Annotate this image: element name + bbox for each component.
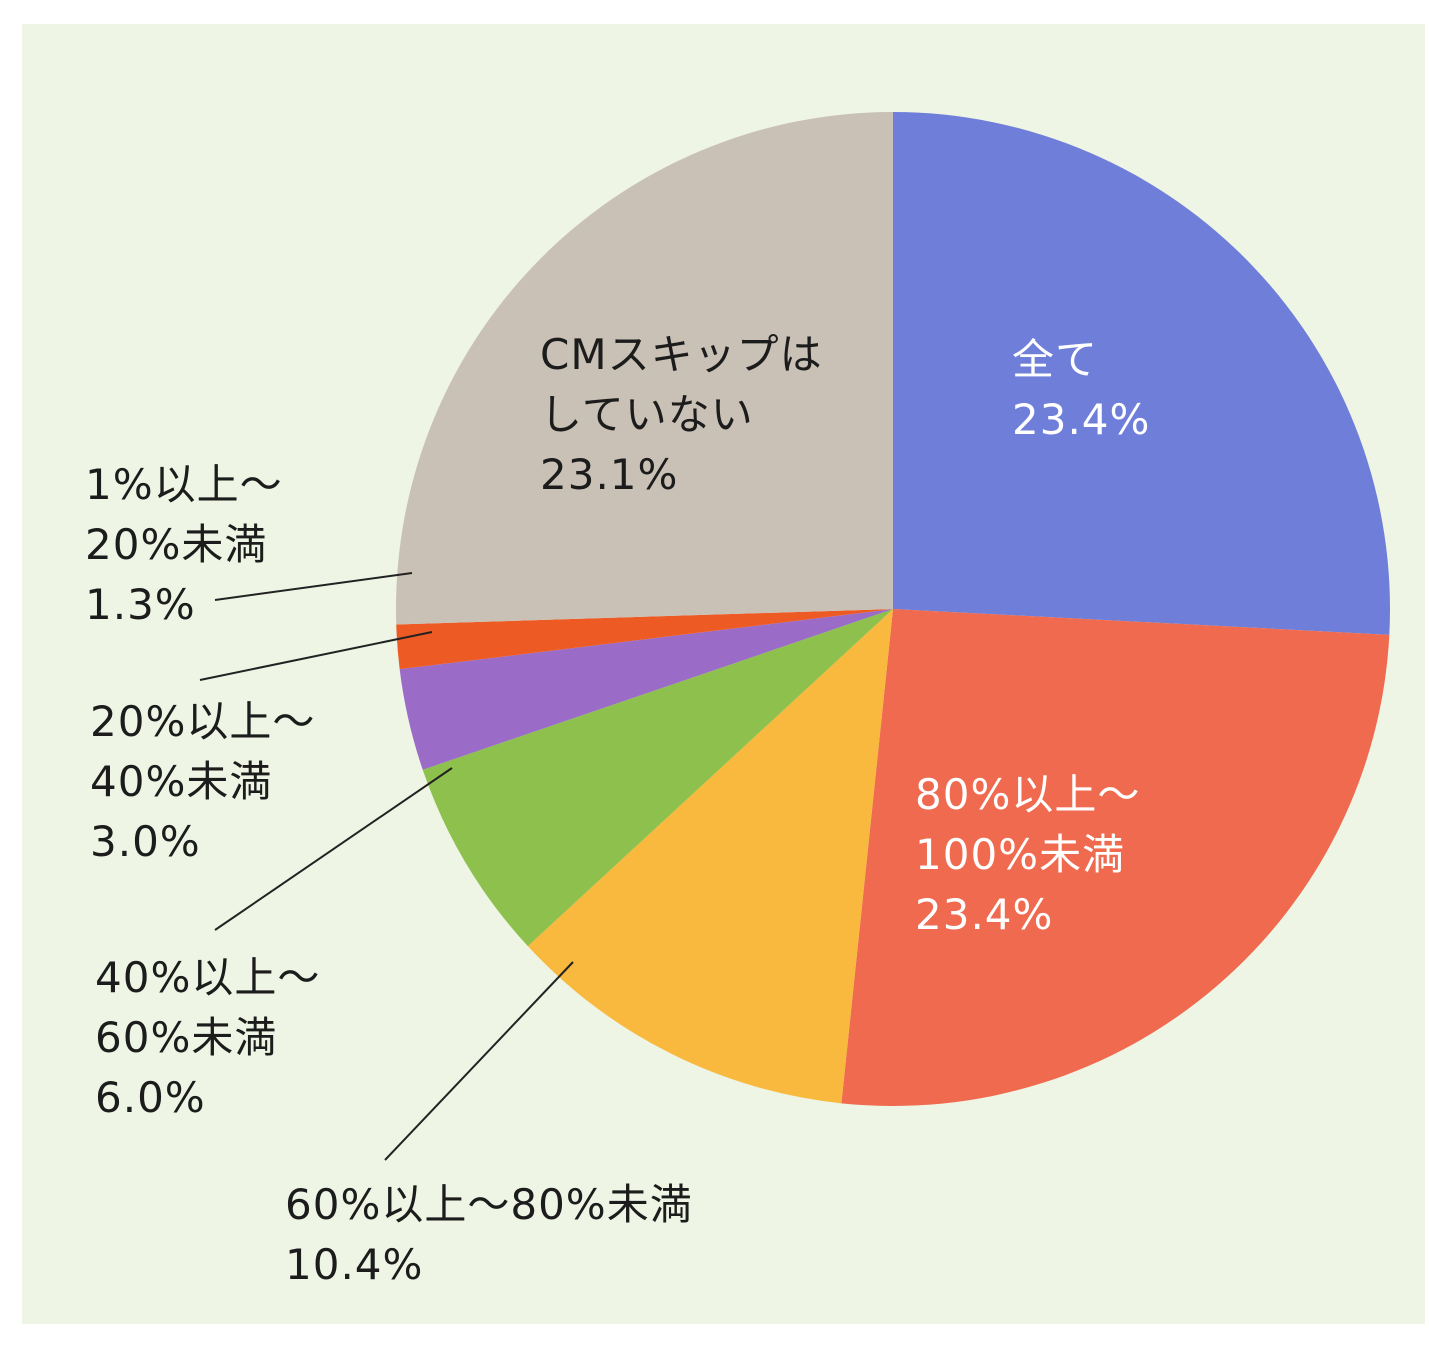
category-label: 全て [1012,335,1099,384]
category-label: 80%以上～ 100%未満 [915,770,1141,879]
slice-label: 20%以上～ 40%未満 3.0% [90,692,315,872]
slice-label: 80%以上～ 100%未満 23.4% [915,765,1140,945]
leader-lines [199,572,574,1161]
pie-slice [893,112,1390,635]
leader-line [214,572,413,601]
value-label: 23.4% [1012,395,1151,444]
pie-slice [422,609,893,947]
value-label: 6.0% [95,1073,206,1122]
leader-line [384,961,574,1161]
value-label: 1.3% [85,580,196,629]
pie-slice [396,112,893,625]
pie-slice [527,609,893,1104]
slice-label: 全て 23.4% [1012,330,1150,450]
category-label: 20%以上～ 40%未満 [90,697,316,806]
slice-label: CMスキップは していない 23.1% [540,325,823,505]
category-label: 1%以上～ 20%未満 [85,460,283,569]
pie-slice [841,609,1390,1106]
value-label: 23.1% [540,450,679,499]
pie-slice [396,609,893,670]
slice-label: 40%以上～ 60%未満 6.0% [95,948,320,1128]
value-label: 3.0% [90,817,201,866]
category-label: 40%以上～ 60%未満 [95,953,321,1062]
value-label: 23.4% [915,890,1054,939]
slice-label: 60%以上～80%未満 10.4% [285,1175,693,1295]
leader-line [214,767,453,931]
pie-slice [399,609,893,770]
value-label: 10.4% [285,1240,424,1289]
slice-label: 1%以上～ 20%未満 1.3% [85,455,283,635]
leader-line [199,631,433,681]
category-label: CMスキップは していない [540,330,823,439]
category-label: 60%以上～80%未満 [285,1180,693,1229]
